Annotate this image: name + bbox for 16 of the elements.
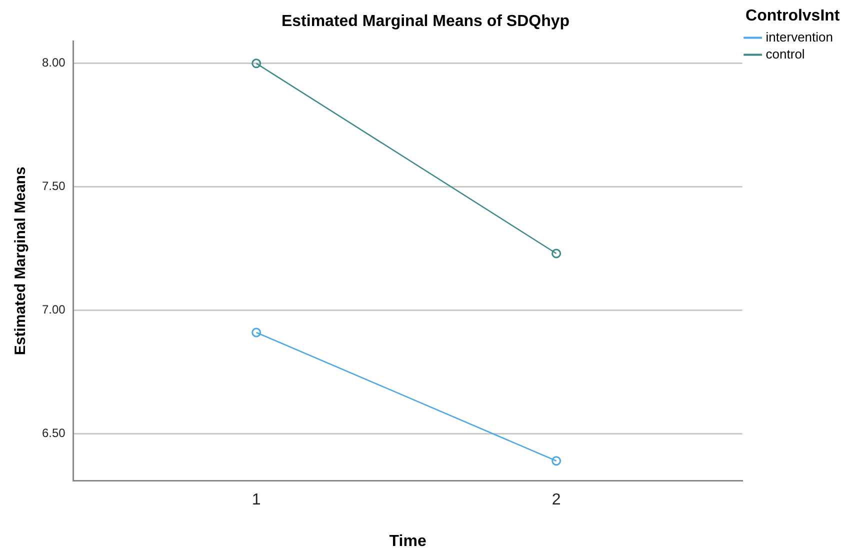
legend-title: ControlvsInt (746, 7, 840, 24)
chart-title: Estimated Marginal Means of SDQhyp (281, 13, 570, 30)
legend-label: control (766, 46, 805, 62)
x-tick-label: 2 (552, 492, 561, 509)
point (252, 328, 262, 338)
point (252, 58, 262, 68)
x-axis-title: Time (389, 532, 426, 550)
y-axis-title: Estimated Marginal Means (12, 166, 30, 356)
point (552, 248, 562, 258)
point (552, 456, 562, 466)
y-tick-label: 7.00 (42, 302, 66, 317)
y-tick-label: 7.50 (42, 179, 66, 194)
legend-label: intervention (766, 29, 834, 44)
x-tick-label: 1 (252, 492, 261, 509)
y-tick-label: 6.50 (42, 426, 66, 440)
y-tick-label: 8.00 (42, 56, 66, 70)
